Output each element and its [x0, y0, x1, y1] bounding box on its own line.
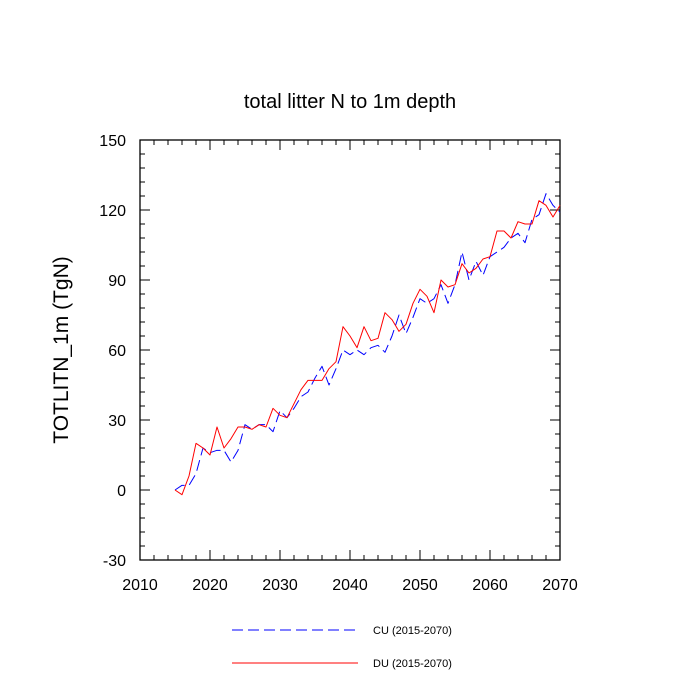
y-tick-label: 150	[99, 133, 126, 150]
legend-label: CU (2015-2070)	[373, 625, 452, 637]
axis-ticks	[139, 139, 561, 561]
series-line-du	[174, 200, 561, 496]
x-tick-label: 2070	[542, 577, 578, 594]
series-lines	[174, 193, 561, 496]
x-tick-label: 2050	[402, 577, 438, 594]
x-tick-label: 2060	[472, 577, 508, 594]
x-tick-label: 2020	[192, 577, 228, 594]
y-tick-label: 0	[117, 483, 126, 500]
y-tick-label: -30	[103, 553, 126, 570]
x-tick-label: 2030	[262, 577, 298, 594]
legend: CU (2015-2070) DU (2015-2070)	[232, 625, 452, 670]
chart-title: total litter N to 1m depth	[244, 91, 456, 113]
y-tick-label: 90	[108, 273, 126, 290]
x-tick-label: 2010	[122, 577, 158, 594]
y-tick-label: 60	[108, 343, 126, 360]
y-tick-label: 120	[99, 203, 126, 220]
y-tick-label: 30	[108, 413, 126, 430]
x-tick-label: 2040	[332, 577, 368, 594]
plot-frame	[139, 139, 561, 561]
y-axis-label: TOTLITN_1m (TgN)	[50, 256, 73, 443]
legend-label: DU (2015-2070)	[373, 658, 452, 670]
series-line-cu	[174, 193, 561, 491]
axis-tick-labels: 2010 2020 2030 2040 2050 2060 2070 -30 0 30 60 90 12…	[99, 133, 578, 594]
